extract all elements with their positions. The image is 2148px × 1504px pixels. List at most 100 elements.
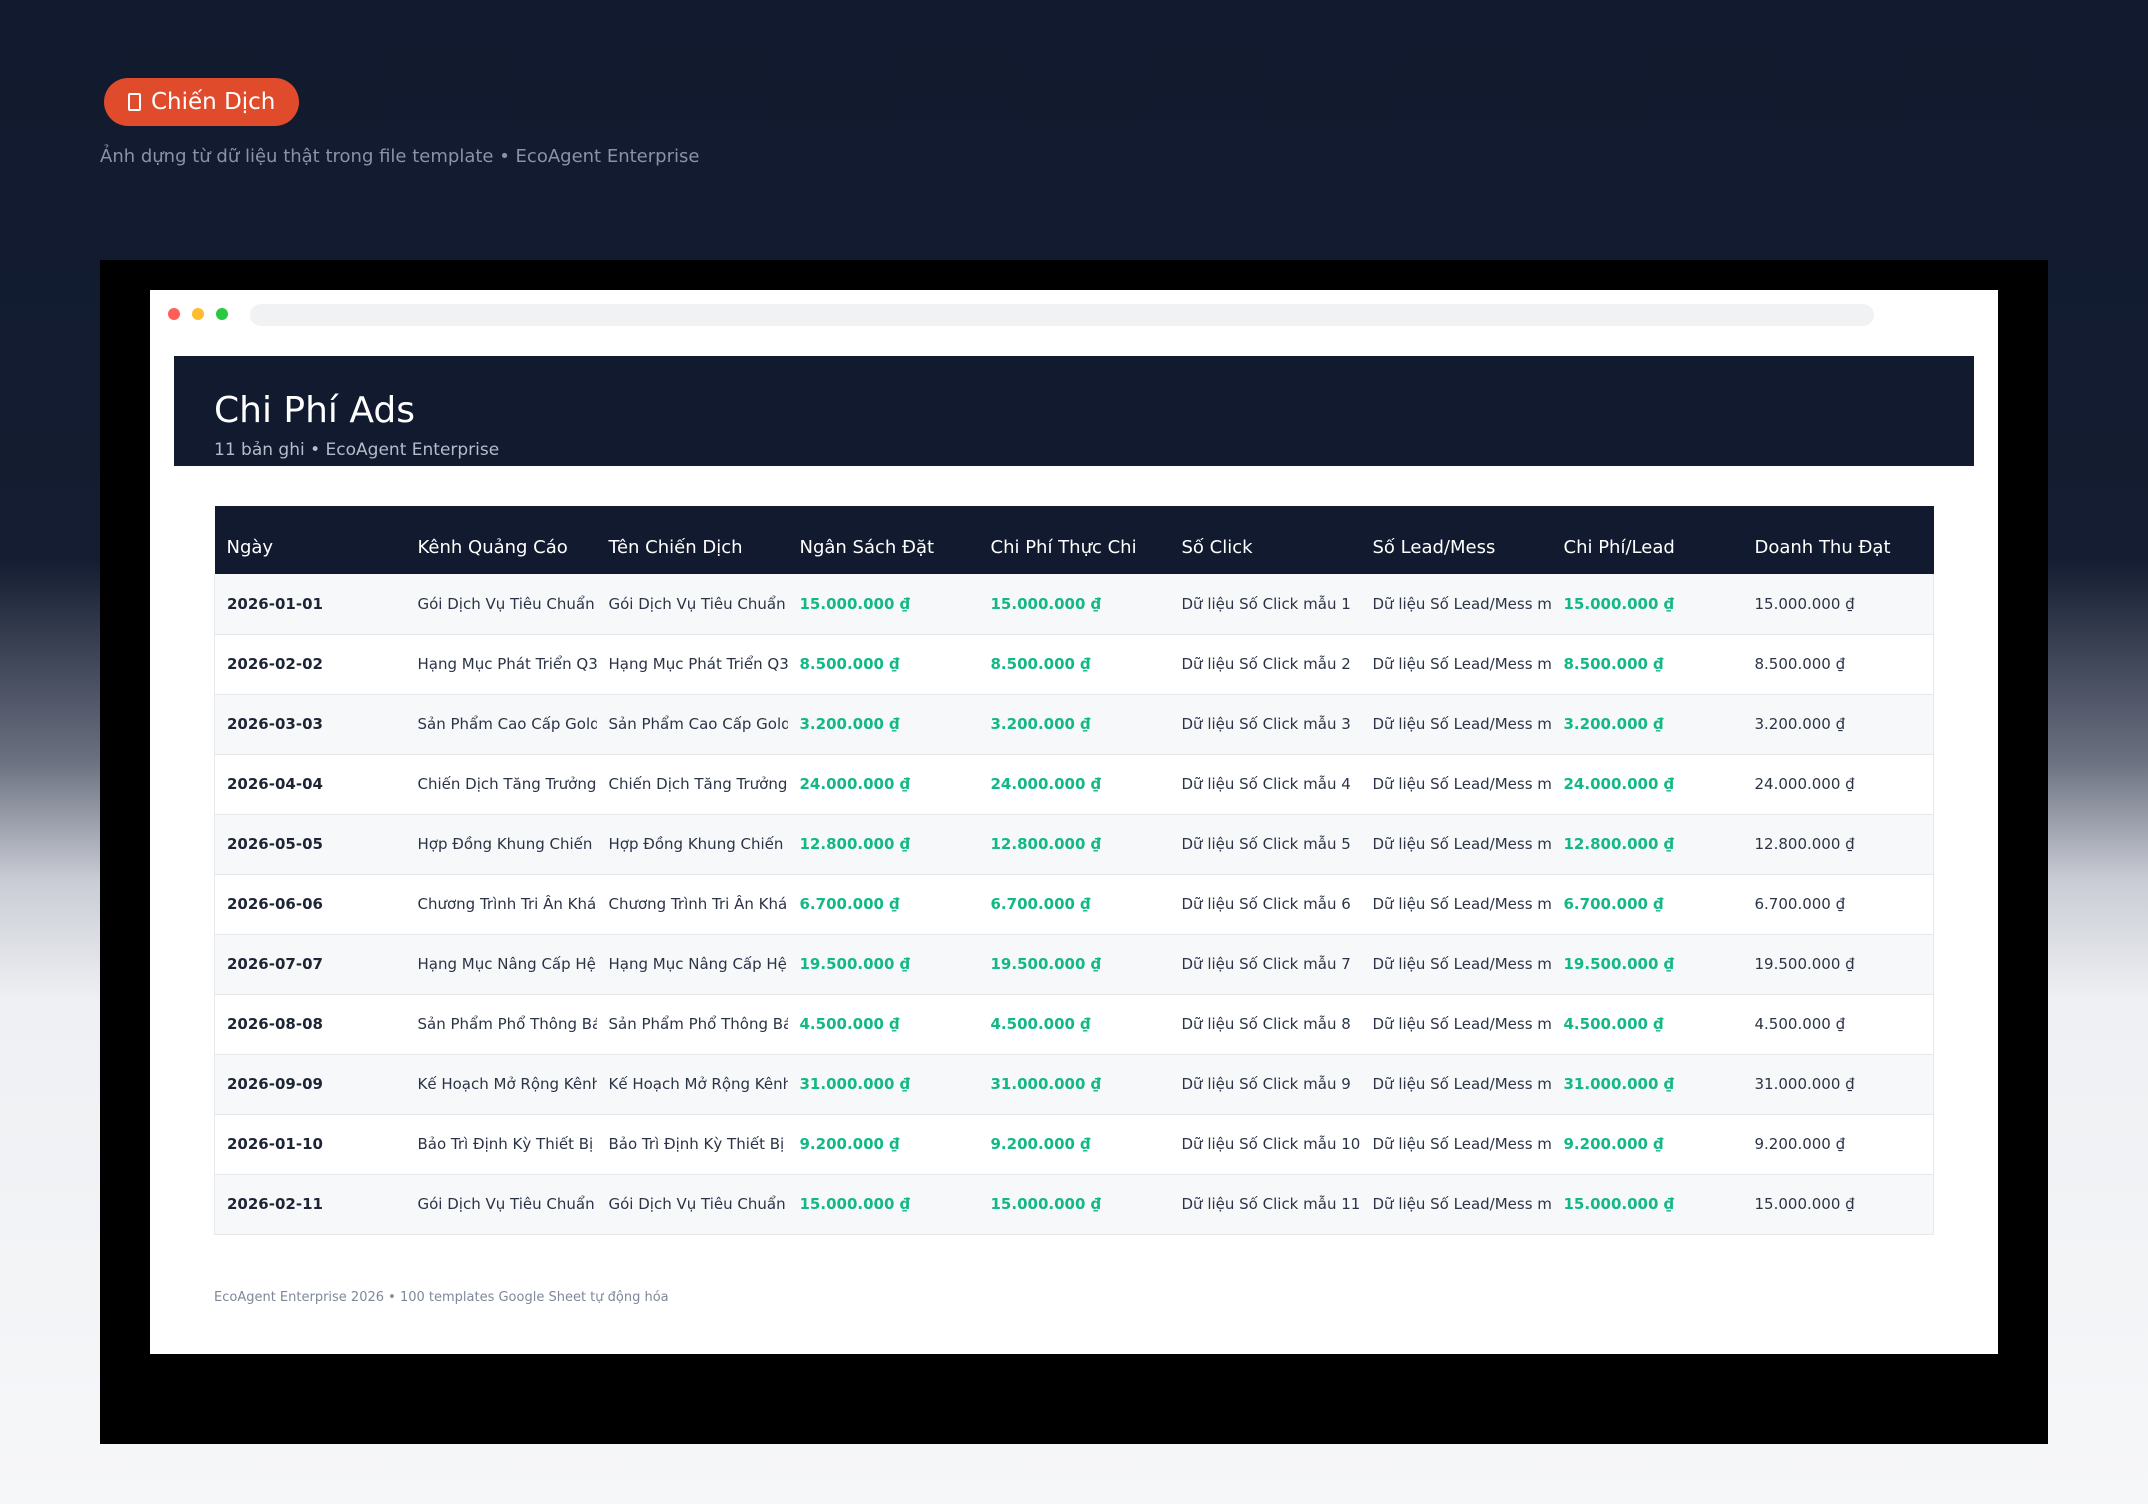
column-header[interactable]: Kênh Quảng Cáo	[405, 506, 597, 574]
table-cell: Dữ liệu Số Click mẫu 8	[1169, 994, 1361, 1055]
table-row[interactable]: 2026-06-06 Chương Trình Tri Ân Khác Chương…	[214, 874, 1934, 935]
table-cell: 4.500.000 ₫	[1551, 994, 1743, 1055]
table-cell: Chiến Dịch Tăng Trưởng T	[405, 754, 597, 815]
table-cell: 2026-01-10	[214, 1114, 406, 1175]
campaign-badge-label: Chiến Dịch	[151, 89, 276, 115]
table-cell: Dữ liệu Số Lead/Mess mẫu 3	[1360, 694, 1552, 755]
sheet-header: Chi Phí Ads 11 bản ghi • EcoAgent Enterp…	[174, 356, 1974, 466]
table-cell: 12.800.000 ₫	[787, 814, 979, 875]
column-header[interactable]: Ngân Sách Đặt	[787, 506, 979, 574]
table-cell: Sản Phẩm Phổ Thông Bán Chạy	[596, 994, 788, 1055]
table-cell: Chiến Dịch Tăng Trưởng T	[596, 754, 788, 815]
table-cell: 9.200.000 ₫	[1742, 1114, 1934, 1175]
sheet-title: Chi Phí Ads	[214, 390, 415, 431]
sheet-footer: EcoAgent Enterprise 2026 • 100 templates…	[214, 1290, 669, 1305]
table-cell: Dữ liệu Số Click mẫu 3	[1169, 694, 1361, 755]
table-cell: Dữ liệu Số Click mẫu 5	[1169, 814, 1361, 875]
table-cell: 4.500.000 ₫	[1742, 994, 1934, 1055]
table-row[interactable]: 2026-02-02 Hạng Mục Phát Triển Q3 Hạng Mục…	[214, 634, 1934, 695]
table-cell: Dữ liệu Số Lead/Mess mẫu 7	[1360, 934, 1552, 995]
table-cell: 24.000.000 ₫	[1742, 754, 1934, 815]
table-row[interactable]: 2026-02-11 Gói Dịch Vụ Tiêu Chuẩn Gói Dịch…	[214, 1174, 1934, 1235]
table-cell: 31.000.000 ₫	[1742, 1054, 1934, 1115]
table-cell: Dữ liệu Số Click mẫu 6	[1169, 874, 1361, 935]
table-row[interactable]: 2026-04-04 Chiến Dịch Tăng Trưởng T Chiến …	[214, 754, 1934, 815]
table-cell: 8.500.000 ₫	[978, 634, 1170, 695]
table-cell: Dữ liệu Số Click mẫu 10	[1169, 1114, 1361, 1175]
table-cell: 9.200.000 ₫	[787, 1114, 979, 1175]
window-titlebar	[150, 290, 1998, 340]
table-cell: Chương Trình Tri Ân Khác	[596, 874, 788, 935]
column-header[interactable]: Số Lead/Mess	[1360, 506, 1552, 574]
table-cell: 31.000.000 ₫	[978, 1054, 1170, 1115]
table-cell: 6.700.000 ₫	[978, 874, 1170, 935]
table-cell: 15.000.000 ₫	[787, 574, 979, 635]
table-cell: Dữ liệu Số Click mẫu 2	[1169, 634, 1361, 695]
table-cell: 4.500.000 ₫	[787, 994, 979, 1055]
table-cell: Dữ liệu Số Lead/Mess mẫu 8	[1360, 994, 1552, 1055]
table-cell: 15.000.000 ₫	[1551, 574, 1743, 635]
column-header[interactable]: Chi Phí/Lead	[1551, 506, 1743, 574]
table-cell: 24.000.000 ₫	[1551, 754, 1743, 815]
table-cell: 6.700.000 ₫	[1742, 874, 1934, 935]
table-cell: Hạng Mục Phát Triển Q3	[596, 634, 788, 695]
table-cell: Hợp Đồng Khung Chiến Lược	[405, 814, 597, 875]
table-cell: 3.200.000 ₫	[787, 694, 979, 755]
table-cell: 2026-06-06	[214, 874, 406, 935]
maximize-window-dot[interactable]	[216, 308, 228, 320]
table-cell: 12.800.000 ₫	[978, 814, 1170, 875]
table-cell: 12.800.000 ₫	[1551, 814, 1743, 875]
table-cell: 19.500.000 ₫	[787, 934, 979, 995]
column-header[interactable]: Tên Chiến Dịch	[596, 506, 788, 574]
data-table-container: Ngày Kênh Quảng Cáo Tên Chiến Dịch Ngân Sác…	[214, 506, 1934, 1235]
table-cell: Dữ liệu Số Click mẫu 7	[1169, 934, 1361, 995]
table-row[interactable]: 2026-01-10 Bảo Trì Định Kỳ Thiết Bị Bảo Tr…	[214, 1114, 1934, 1175]
table-cell: 15.000.000 ₫	[978, 574, 1170, 635]
column-header[interactable]: Số Click	[1169, 506, 1361, 574]
table-cell: Dữ liệu Số Lead/Mess mẫu 2	[1360, 634, 1552, 695]
column-header[interactable]: Chi Phí Thực Chi	[978, 506, 1170, 574]
table-cell: 2026-05-05	[214, 814, 406, 875]
table-cell: Hạng Mục Nâng Cấp Hệ Thống	[596, 934, 788, 995]
table-cell: Kế Hoạch Mở Rộng Kênh Phân Phối	[596, 1054, 788, 1115]
table-cell: Dữ liệu Số Lead/Mess mẫu 4	[1360, 754, 1552, 815]
table-cell: 19.500.000 ₫	[1551, 934, 1743, 995]
column-header[interactable]: Doanh Thu Đạt	[1742, 506, 1934, 574]
column-header[interactable]: Ngày	[214, 506, 406, 574]
table-cell: Dữ liệu Số Click mẫu 1	[1169, 574, 1361, 635]
table-cell: 3.200.000 ₫	[978, 694, 1170, 755]
table-cell: 31.000.000 ₫	[787, 1054, 979, 1115]
table-cell: Dữ liệu Số Click mẫu 9	[1169, 1054, 1361, 1115]
table-cell: 31.000.000 ₫	[1551, 1054, 1743, 1115]
table-cell: 2026-08-08	[214, 994, 406, 1055]
table-cell: 3.200.000 ₫	[1551, 694, 1743, 755]
table-cell: Hạng Mục Phát Triển Q3	[405, 634, 597, 695]
table-cell: Gói Dịch Vụ Tiêu Chuẩn	[596, 574, 788, 635]
address-bar[interactable]	[250, 304, 1874, 326]
table-cell: Dữ liệu Số Click mẫu 4	[1169, 754, 1361, 815]
table-row[interactable]: 2026-01-01 Gói Dịch Vụ Tiêu Chuẩn Gói Dịch…	[214, 574, 1934, 635]
close-window-dot[interactable]	[168, 308, 180, 320]
table-cell: 2026-09-09	[214, 1054, 406, 1115]
minimize-window-dot[interactable]	[192, 308, 204, 320]
table-cell: Sản Phẩm Cao Cấp Gold	[596, 694, 788, 755]
table-cell: Kế Hoạch Mở Rộng Kênh Phân Phối	[405, 1054, 597, 1115]
table-cell: Dữ liệu Số Lead/Mess mẫu 11	[1360, 1174, 1552, 1235]
table-cell: 19.500.000 ₫	[978, 934, 1170, 995]
table-cell: 24.000.000 ₫	[787, 754, 979, 815]
table-cell: Dữ liệu Số Lead/Mess mẫu 5	[1360, 814, 1552, 875]
table-cell: 4.500.000 ₫	[978, 994, 1170, 1055]
table-cell: 9.200.000 ₫	[978, 1114, 1170, 1175]
campaign-badge[interactable]: Chiến Dịch	[104, 78, 300, 126]
table-cell: 8.500.000 ₫	[787, 634, 979, 695]
table-row[interactable]: 2026-03-03 Sản Phẩm Cao Cấp Gold Sản Phẩm …	[214, 694, 1934, 755]
table-cell: Sản Phẩm Phổ Thông Bán Chạy	[405, 994, 597, 1055]
table-cell: 19.500.000 ₫	[1742, 934, 1934, 995]
table-cell: 15.000.000 ₫	[787, 1174, 979, 1235]
table-cell: Chương Trình Tri Ân Khác	[405, 874, 597, 935]
table-cell: Bảo Trì Định Kỳ Thiết Bị	[405, 1114, 597, 1175]
